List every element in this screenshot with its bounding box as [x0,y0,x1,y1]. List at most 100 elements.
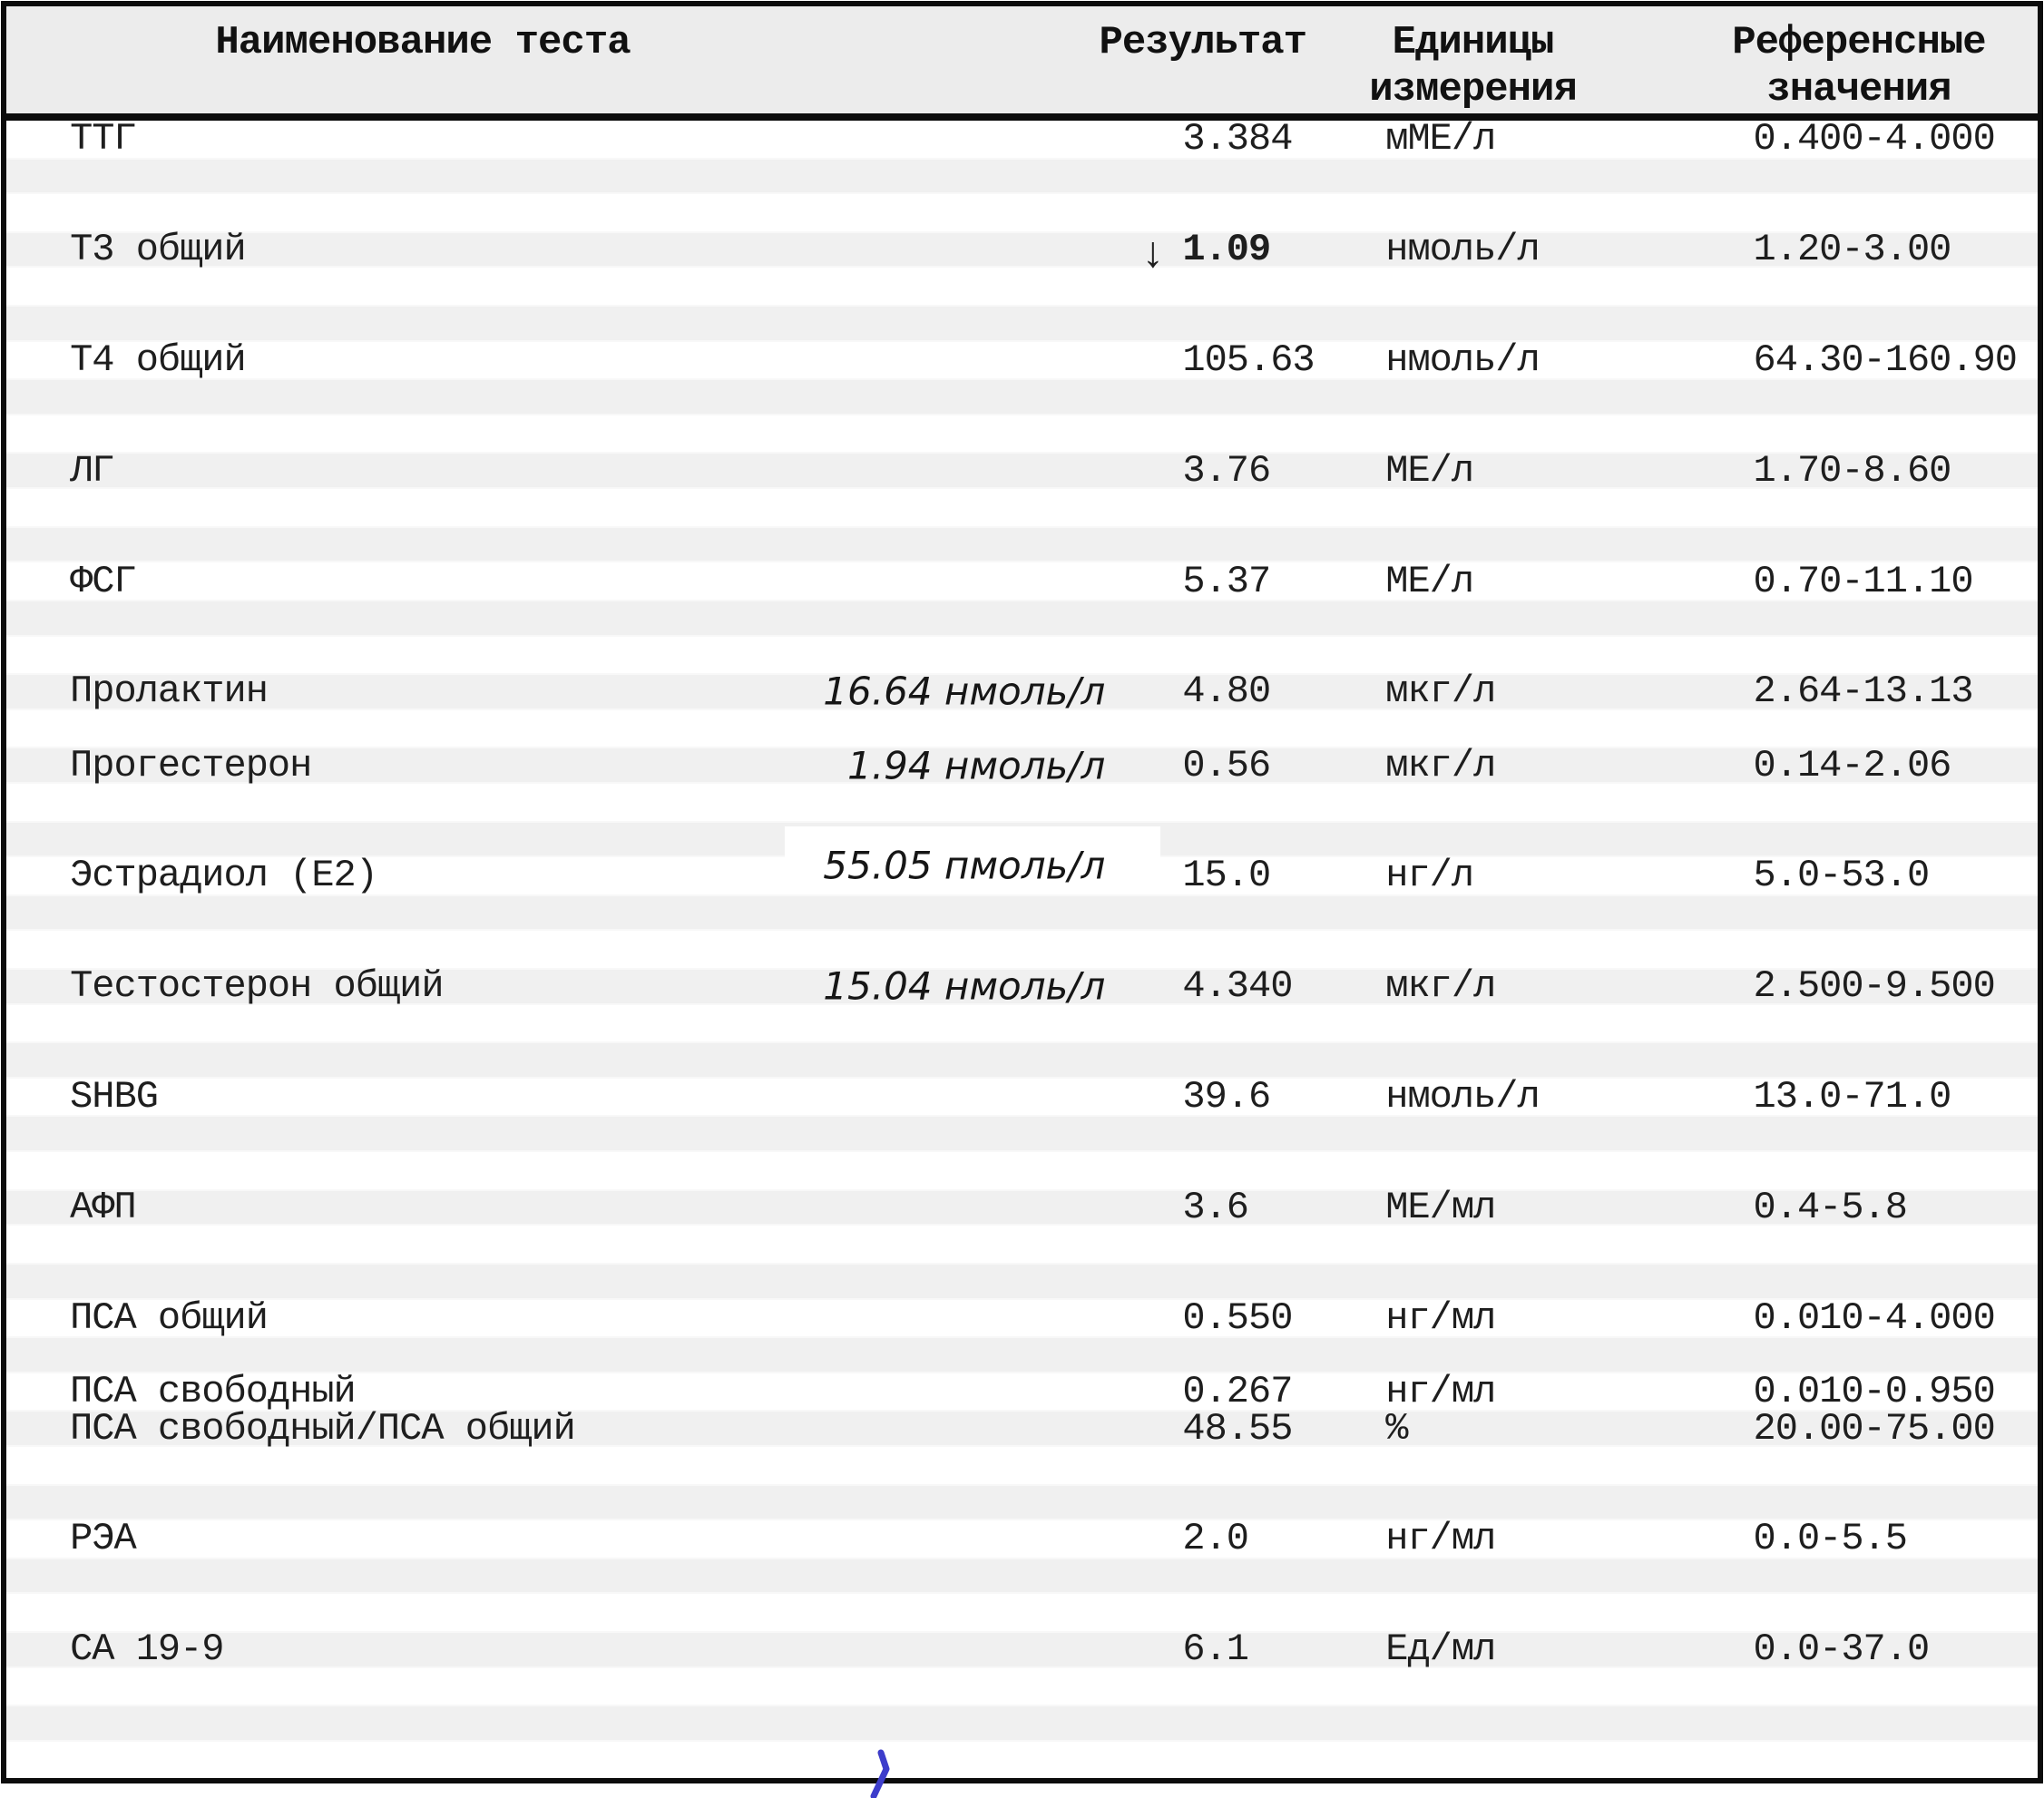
column-header-units: Единицы измерения [1369,19,1578,113]
reference-range-cell: 0.70-11.10 [1753,559,1974,603]
empty-stripe [6,415,2038,453]
empty-stripe [6,783,2038,821]
result-cell: 4.340 [1182,964,1293,1009]
column-header-result: Результат [1099,20,1307,65]
units-cell: нмоль/л [1385,337,1540,382]
column-header-units-line2: измерения [1369,67,1578,112]
units-cell: мкг/л [1385,743,1496,787]
table-row: СА 19-9 6.1 Ед/мл 0.0-37.0 [6,1627,2038,1671]
test-name-cell: ПСА общий [70,1295,269,1340]
result-cell: 0.550 [1182,1295,1293,1340]
empty-stripe [6,599,2038,637]
empty-stripe [6,1152,2038,1189]
reference-range-cell: 0.4-5.8 [1753,1185,1908,1229]
result-cell: 2.0 [1182,1517,1249,1561]
table-row: ФСГ 5.37 МЕ/л 0.70-11.10 [6,559,2038,603]
test-name-cell: SHBG [70,1075,159,1119]
units-cell: мкг/л [1385,669,1496,714]
test-name-cell: ТТГ [70,117,137,161]
column-header-reference-line2: значения [1766,67,1951,112]
table-row: АФП 3.6 МЕ/мл 0.4-5.8 [6,1185,2038,1229]
reference-range-cell: 1.20-3.00 [1753,228,1952,272]
result-cell: 105.63 [1182,337,1315,382]
test-name-cell: Т4 общий [70,337,247,382]
units-cell: нг/мл [1385,1295,1496,1340]
units-cell: Ед/мл [1385,1627,1496,1672]
test-name-cell: Прогестерон [70,743,312,787]
empty-stripe [6,489,2038,526]
result-cell: 3.6 [1182,1185,1249,1229]
result-cell: 39.6 [1182,1075,1271,1119]
handwritten-annotation: 1.94 нмоль/л [847,743,1106,788]
table-row: ПСА свободный/ПСА общий 48.55% 20.00-75.00 [6,1407,2038,1451]
empty-stripe [6,1557,2038,1595]
reference-range-cell: 0.400-4.000 [1753,117,1996,161]
reference-range-cell: 20.00-75.00 [1753,1406,1996,1451]
table-row: Т4 общий 105.63 нмоль/л 64.30-160.90 [6,338,2038,382]
test-name-cell: Т3 общий [70,228,247,272]
result-cell: 5.37 [1182,559,1271,603]
table-header: Наименование теста Результат Единицы изм… [6,6,2038,121]
result-cell: 1.09 [1182,228,1271,272]
table-row: Т3 общий ↓ 1.09 нмоль/л 1.20-3.00 [6,228,2038,280]
table-row: Тестостерон общий 15.04 нмоль/л 4.340 мкг/л… [6,964,2038,1009]
handwritten-annotation: 16.64 нмоль/л [823,669,1106,714]
test-name-cell: ЛГ [70,448,114,493]
empty-stripe [6,1446,2038,1484]
reference-range-cell: 0.0-37.0 [1753,1627,1931,1672]
units-cell: нг/мл [1385,1517,1496,1561]
units-cell: нмоль/л [1385,228,1540,272]
result-cell: 15.0 [1182,854,1271,898]
test-name-cell: ФСГ [70,559,137,603]
empty-stripe [6,1594,2038,1631]
empty-stripe [6,1115,2038,1153]
table-row: ТТГ 3.384 мМЕ/л 0.400-4.000 [6,117,2038,161]
result-cell: 3.384 [1182,117,1293,161]
reference-range-cell: 0.010-4.000 [1753,1295,1996,1340]
empty-stripe [6,931,2038,969]
result-cell: 6.1 [1182,1627,1249,1672]
empty-stripe [6,525,2038,563]
empty-stripe [6,157,2038,195]
units-cell: нг/мл [1385,1370,1496,1414]
units-cell: мМЕ/л [1385,117,1496,161]
reference-range-cell: 0.14-2.06 [1753,743,1952,787]
reference-range-cell: 0.010-0.950 [1753,1370,1996,1414]
empty-stripe [6,1262,2038,1300]
result-cell: 4.80 [1182,669,1271,714]
column-header-reference: Референсные значения [1732,19,1986,113]
reference-range-cell: 13.0-71.0 [1753,1075,1952,1119]
units-cell: нмоль/л [1385,1075,1540,1119]
low-value-arrow-icon: ↓ [1139,231,1167,281]
reference-range-cell: 1.70-8.60 [1753,448,1952,493]
result-cell: 0.267 [1182,1370,1293,1414]
handwritten-annotation: 15.04 нмоль/л [823,963,1106,1009]
units-cell: нг/л [1385,854,1474,898]
reference-range-cell: 0.0-5.5 [1753,1517,1908,1561]
test-name-cell: Тестостерон общий [70,964,444,1009]
table-row: Эстрадиол (Е2) 55.05 пмоль/л 15.0 нг/л 5.0-5… [6,826,2038,898]
column-header-reference-line1: Референсные [1732,20,1986,65]
table-row: ЛГ 3.76 МЕ/л 1.70-8.60 [6,449,2038,493]
test-name-cell: АФП [70,1185,137,1229]
empty-stripe [6,709,2038,748]
units-cell: МЕ/мл [1385,1185,1496,1229]
whiteout-patch [784,826,1160,882]
test-name-cell: РЭА [70,1517,137,1561]
result-cell: 0.56 [1182,743,1271,787]
empty-stripe [6,1705,2038,1742]
empty-stripe [6,1336,2038,1373]
empty-stripe [6,268,2038,306]
test-name-cell: Эстрадиол (Е2) [70,854,378,898]
test-name-cell: Пролактин [70,669,269,714]
empty-stripe [6,1004,2038,1042]
empty-stripe [6,1226,2038,1263]
units-cell: мкг/л [1385,964,1496,1009]
empty-stripe [6,1041,2038,1079]
column-header-units-line1: Единицы [1392,20,1555,65]
units-cell: МЕ/л [1385,448,1474,493]
result-cell: 3.76 [1182,448,1271,493]
units-cell: МЕ/л [1385,559,1474,603]
